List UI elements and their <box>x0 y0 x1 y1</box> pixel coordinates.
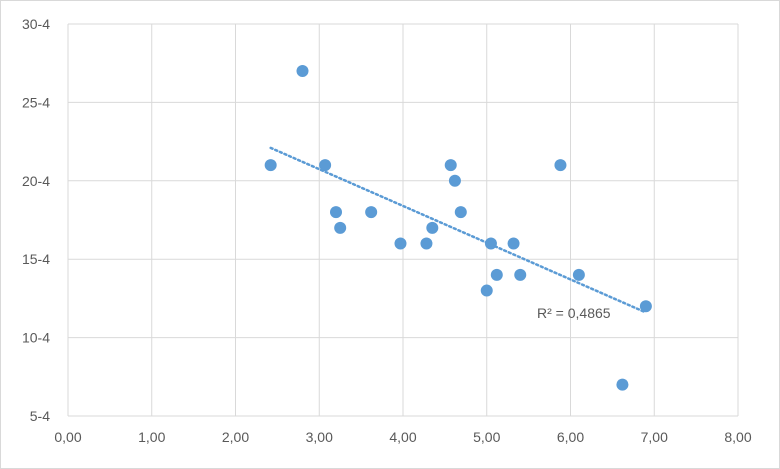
x-tick-label: 6,00 <box>557 429 584 445</box>
x-tick-label: 5,00 <box>473 429 500 445</box>
x-tick-label: 1,00 <box>138 429 165 445</box>
data-point <box>507 237 520 250</box>
data-point <box>572 268 585 281</box>
data-point <box>514 268 527 281</box>
y-tick-label: 10-4 <box>22 330 50 346</box>
data-point <box>420 237 433 250</box>
data-point <box>480 284 493 297</box>
data-point <box>426 221 439 234</box>
data-points <box>264 65 652 391</box>
data-point <box>319 159 332 172</box>
data-point <box>616 378 629 391</box>
data-point <box>448 174 461 187</box>
x-tick-label: 7,00 <box>641 429 668 445</box>
x-tick-label: 3,00 <box>306 429 333 445</box>
data-point <box>490 268 503 281</box>
x-tick-label: 4,00 <box>389 429 416 445</box>
x-axis-ticks: 0,00 1,00 2,00 3,00 4,00 5,00 6,00 7,00 8,00 <box>54 429 751 445</box>
data-point <box>394 237 407 250</box>
data-point <box>330 206 342 219</box>
data-point <box>365 206 378 219</box>
gridlines <box>67 23 739 417</box>
y-tick-label: 20-4 <box>22 173 50 189</box>
y-tick-label: 30-4 <box>22 16 50 32</box>
y-tick-label: 25-4 <box>22 94 50 110</box>
trendline-group <box>269 146 648 314</box>
r-squared-label: R² = 0,4865 <box>537 305 611 321</box>
y-axis-ticks: 5-4 10-4 15-4 20-4 25-4 30-4 <box>22 16 50 424</box>
y-tick-label: 5-4 <box>30 408 50 424</box>
data-point <box>444 159 457 172</box>
data-point <box>334 221 347 234</box>
data-point <box>296 65 309 78</box>
x-tick-label: 8,00 <box>724 429 751 445</box>
x-tick-label: 0,00 <box>54 429 81 445</box>
data-point <box>454 206 467 219</box>
y-tick-label: 15-4 <box>22 251 50 267</box>
data-point <box>554 159 567 172</box>
x-tick-label: 2,00 <box>222 429 249 445</box>
data-point <box>639 300 652 313</box>
data-point <box>484 237 497 250</box>
trendline <box>269 146 648 314</box>
data-point <box>264 159 277 172</box>
